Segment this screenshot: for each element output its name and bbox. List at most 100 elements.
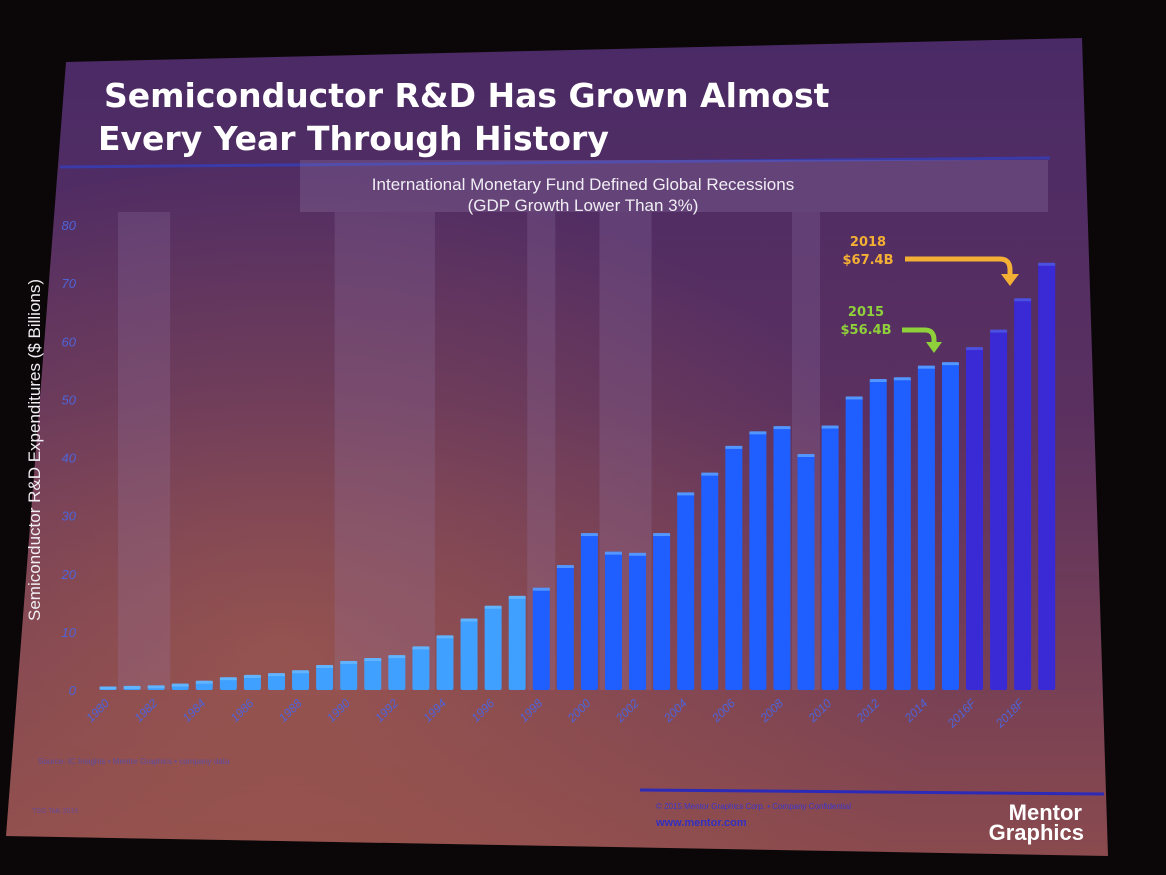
source-note: Source: IC Insights • Mentor Graphics • … [38, 757, 230, 766]
bar-top-1983 [171, 683, 189, 687]
bar-top-1984 [195, 680, 213, 684]
footer-left-text: TSG Talk 2015 [32, 808, 78, 815]
bar-top-2007 [749, 431, 767, 435]
title-underline [59, 156, 1051, 169]
bar-top-2016 [966, 347, 984, 351]
bar-2016 [966, 347, 984, 690]
bar-top-1981 [123, 685, 141, 689]
footer-copyright: © 2015 Mentor Graphics Corp. • Company C… [656, 802, 851, 811]
bar-1993 [412, 646, 430, 690]
bar-2003 [653, 533, 671, 690]
bar-2002 [629, 552, 647, 690]
callout-2018-value: $67.4B [842, 253, 893, 268]
callout-2018-arrow [905, 256, 1013, 276]
bar-2018 [1014, 298, 1032, 690]
bar-top-2000 [580, 533, 598, 537]
bar-1989 [316, 665, 334, 690]
bar-top-2006 [725, 445, 743, 449]
bar-2008 [773, 426, 791, 690]
bar-2011 [845, 396, 863, 690]
bar-1988 [292, 670, 310, 690]
footer-url: www.mentor.com [655, 817, 747, 829]
bar-top-2019 [1038, 262, 1056, 266]
bar-2012 [869, 379, 887, 690]
slide-title-line-2: Every Year Through History [98, 119, 609, 158]
bar-2013 [893, 377, 911, 690]
bar-1992 [388, 655, 406, 690]
recession-band [118, 212, 171, 690]
bar-top-2001 [604, 551, 622, 555]
bar-top-1989 [316, 665, 334, 669]
bar-top-1998 [532, 587, 550, 591]
logo-mentor: Mentor [1009, 800, 1083, 825]
bar-1986 [243, 674, 261, 690]
bar-top-2018 [1014, 298, 1032, 302]
callout-2018-arrowhead [1001, 274, 1019, 286]
bars [99, 262, 1056, 690]
bar-2001 [604, 551, 622, 690]
bar-top-2002 [629, 552, 647, 556]
bar-1999 [556, 565, 574, 690]
bar-top-1995 [460, 618, 478, 622]
bar-top-1986 [243, 674, 261, 678]
callout-2015-arrowhead [926, 342, 942, 353]
y-axis: 0 10 20 30 40 50 60 70 80 [61, 218, 77, 698]
bar-top-2011 [845, 396, 863, 400]
bar-top-2012 [869, 379, 887, 383]
callout-2015-arrow [902, 327, 937, 344]
bar-top-1991 [364, 658, 382, 662]
y-tick-label: 20 [61, 567, 77, 582]
bar-top-2008 [773, 426, 791, 430]
recession-legend-band [300, 160, 1048, 212]
bar-1994 [436, 635, 454, 690]
recession-bands [118, 212, 821, 690]
bar-top-2005 [701, 472, 719, 476]
bar-2019 [1038, 262, 1056, 690]
y-tick-label: 0 [69, 683, 77, 698]
bar-1990 [340, 660, 358, 690]
bar-top-1990 [340, 660, 358, 664]
y-tick-label: 50 [62, 392, 77, 407]
bar-top-2004 [677, 492, 695, 496]
bar-top-1980 [99, 686, 117, 690]
bar-2015 [941, 362, 959, 690]
bar-top-2017 [990, 329, 1008, 333]
bar-top-1994 [436, 635, 454, 639]
bar-1997 [508, 595, 526, 690]
bar-top-2015 [941, 362, 959, 366]
bar-top-1982 [147, 685, 165, 689]
bar-2004 [677, 492, 695, 690]
bar-top-2009 [797, 454, 815, 458]
callouts: 2018 $67.4B 2015 $56.4B [840, 235, 1019, 353]
y-tick-label: 70 [62, 276, 77, 291]
bar-2017 [990, 329, 1008, 690]
bar-top-1987 [267, 673, 285, 677]
y-tick-label: 80 [62, 218, 77, 233]
bar-top-1999 [556, 565, 574, 569]
bar-top-1988 [292, 670, 310, 674]
bar-2009 [797, 454, 815, 690]
chart-title: International Monetary Fund Defined Glob… [372, 175, 794, 194]
bar-1985 [219, 677, 237, 690]
bar-2014 [917, 365, 935, 690]
bar-2007 [749, 431, 767, 690]
y-tick-label: 40 [62, 451, 77, 466]
bar-top-2013 [893, 377, 911, 381]
bar-1998 [532, 587, 550, 690]
bar-1987 [267, 673, 285, 690]
chart-subtitle: (GDP Growth Lower Than 3%) [468, 196, 699, 215]
bar-1991 [364, 658, 382, 690]
bar-2000 [580, 533, 598, 690]
footer-rule [639, 788, 1105, 796]
bar-top-1997 [508, 595, 526, 599]
slide-title-line-1: Semiconductor R&D Has Grown Almost [104, 76, 830, 115]
bar-top-1993 [412, 646, 430, 650]
recession-band [334, 212, 435, 690]
bar-top-1985 [219, 677, 237, 681]
bar-top-2014 [917, 365, 935, 369]
bar-2010 [821, 425, 839, 690]
bar-2005 [701, 472, 719, 690]
logo-graphics: Graphics [989, 820, 1084, 845]
